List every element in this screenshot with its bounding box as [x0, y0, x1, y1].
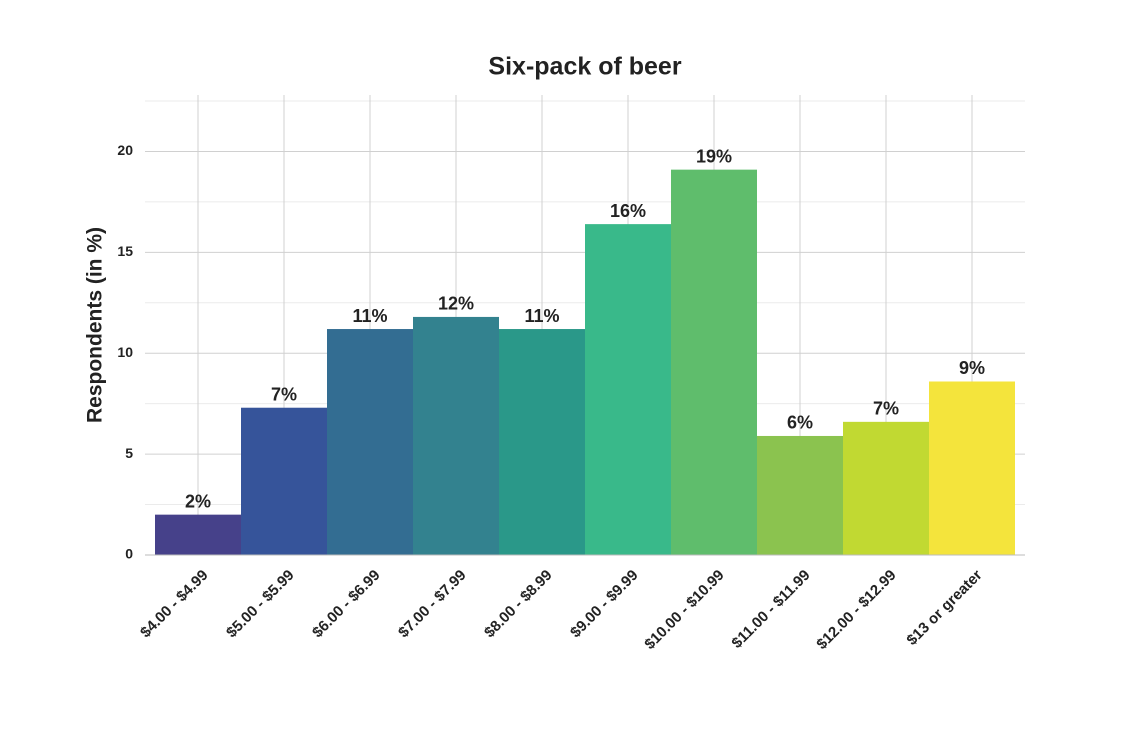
value-label: 7% [271, 384, 297, 404]
y-tick-label: 10 [117, 344, 133, 360]
chart-title: Six-pack of beer [488, 53, 681, 81]
x-tick-label: $11.00 - $11.99 [728, 567, 813, 652]
x-tick-label: $6.00 - $6.99 [309, 567, 384, 642]
bar [241, 407, 327, 555]
y-tick-label: 20 [117, 142, 133, 158]
x-tick-label: $12.00 - $12.99 [813, 567, 899, 653]
x-tick-label: $8.00 - $8.99 [481, 567, 556, 642]
y-tick-label: 0 [125, 546, 133, 562]
x-tick-label: $7.00 - $7.99 [395, 567, 470, 642]
value-label: 2% [185, 491, 211, 511]
bar [585, 224, 671, 555]
x-tick-label: $4.00 - $4.99 [137, 567, 212, 642]
x-tick-label: $10.00 - $10.99 [641, 567, 727, 653]
bar [413, 316, 499, 555]
bar [499, 329, 585, 555]
x-tick-label: $9.00 - $9.99 [567, 567, 642, 642]
value-label: 11% [352, 306, 387, 326]
x-tick-label: $5.00 - $5.99 [223, 567, 298, 642]
bar [327, 329, 413, 555]
value-label: 12% [438, 294, 474, 314]
y-tick-label: 15 [117, 243, 133, 259]
value-label: 9% [959, 358, 985, 378]
bar [757, 435, 843, 555]
value-label: 11% [524, 306, 559, 326]
bar [843, 421, 929, 555]
x-tick-label: $13 or greater [903, 567, 985, 649]
bar [155, 514, 241, 555]
value-label: 19% [696, 146, 732, 166]
y-axis-label: Respondents (in %) [84, 227, 107, 423]
value-label: 7% [873, 399, 899, 419]
value-label: 6% [787, 413, 813, 433]
bar [929, 381, 1015, 555]
value-label: 16% [610, 201, 646, 221]
y-tick-label: 5 [125, 445, 133, 461]
bar [671, 169, 757, 556]
